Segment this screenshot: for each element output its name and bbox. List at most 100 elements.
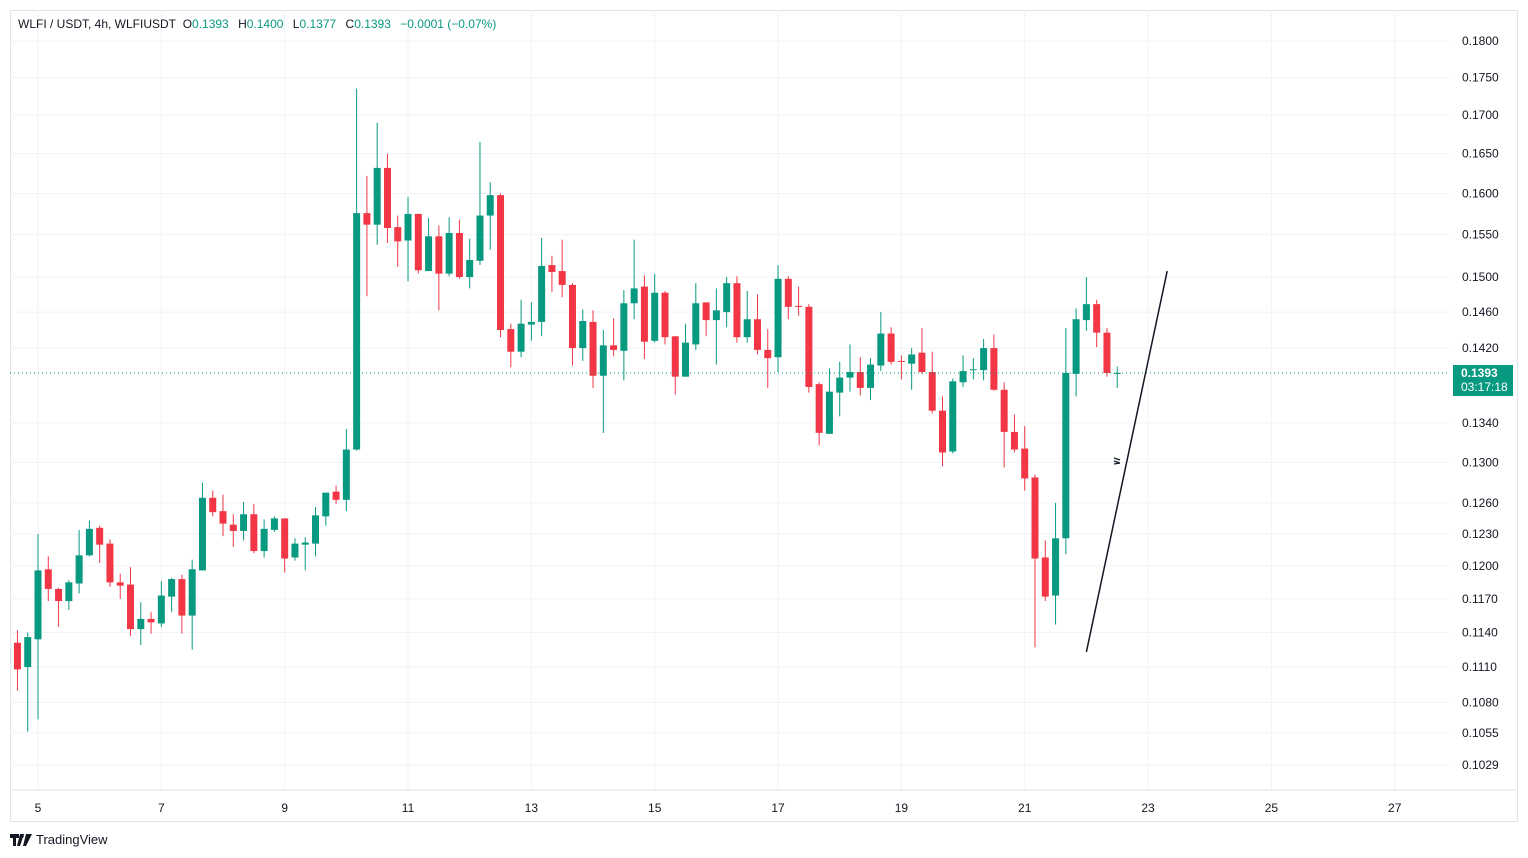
candle-down [414, 213, 422, 274]
low-label: L [292, 17, 300, 31]
candle-down [548, 255, 556, 292]
candle-body [445, 232, 453, 274]
candle-down [178, 574, 186, 634]
candle-up [538, 237, 546, 337]
date-tick-label: 19 [895, 801, 909, 815]
candle-body [671, 336, 679, 377]
price-tick-label: 0.1650 [1462, 147, 1499, 161]
candle-body [908, 354, 916, 364]
candle-body [568, 284, 576, 349]
candle-down [1021, 426, 1029, 491]
candle-up [301, 537, 309, 571]
trendline-drawing[interactable] [1085, 270, 1168, 653]
candle-down [1000, 382, 1008, 468]
brand-name: TradingView [36, 832, 108, 847]
candle-up [240, 501, 248, 541]
candle-body [127, 584, 135, 630]
time-axis: 5 7 9 11 13 15 17 19 21 23 25 27 [35, 801, 1402, 815]
candle-down [897, 355, 905, 380]
date-tick-label: 7 [158, 801, 165, 815]
candle-up [846, 344, 854, 392]
candle-body [1021, 448, 1029, 479]
price-tick-label: 0.1029 [1462, 758, 1499, 772]
candle-body [507, 329, 515, 352]
candle-body [764, 349, 772, 359]
candle-down [44, 556, 52, 602]
candle-up [75, 529, 83, 594]
tradingview-brand[interactable]: TradingView [10, 832, 108, 847]
candle-body [1062, 372, 1070, 539]
price-tick-label: 0.1600 [1462, 187, 1499, 201]
candle-up [291, 538, 299, 561]
candle-body [466, 259, 474, 278]
candle-body [733, 283, 741, 338]
candle-up [445, 217, 453, 277]
candle-down [640, 275, 648, 360]
candle-up [85, 520, 93, 557]
candle-body [640, 286, 648, 342]
candle-body [538, 265, 546, 322]
symbol-legend[interactable]: WLFI / USDT, 4h, WLFIUSDT O0.1393 H0.140… [18, 17, 502, 31]
candle-up [65, 580, 73, 610]
candle-body [332, 491, 340, 500]
candle-up [908, 348, 916, 390]
candle-body [702, 302, 710, 321]
candle-body [815, 384, 823, 433]
price-tick-label: 0.1750 [1462, 70, 1499, 84]
candle-down [281, 518, 289, 573]
candle-body [723, 283, 731, 313]
candle-up [723, 277, 731, 328]
symbol-title: WLFI / USDT, 4h, WLFIUSDT [18, 17, 177, 31]
bar-countdown: 03:17:18 [1461, 380, 1508, 394]
candle-body [116, 582, 124, 586]
candle-down [127, 567, 135, 636]
candle-body [229, 524, 237, 531]
low-value: 0.1377 [299, 17, 337, 31]
candle-body [270, 518, 278, 530]
candle-body [414, 213, 422, 271]
candle-body [599, 345, 607, 376]
candle-body [353, 213, 361, 450]
candle-body [301, 542, 309, 545]
candle-down [753, 294, 761, 355]
candle-down [938, 396, 946, 467]
candle-up [743, 290, 751, 343]
price-tick-label: 0.1550 [1462, 228, 1499, 242]
date-tick-label: 21 [1018, 801, 1032, 815]
candle-up [692, 283, 700, 350]
price-tick-label: 0.1230 [1462, 527, 1499, 541]
candle-body [65, 582, 73, 602]
open-label: O [182, 17, 193, 31]
candle-down [116, 573, 124, 599]
candle-down [1103, 328, 1111, 377]
candle-up [404, 196, 412, 282]
candle-body [610, 345, 618, 350]
candle-body [219, 511, 227, 524]
candle-body [712, 310, 720, 321]
candle-down [497, 193, 505, 338]
candle-up [1113, 366, 1121, 388]
date-tick-label: 9 [281, 801, 288, 815]
last-price-tag: 0.1393 03:17:18 [1453, 365, 1513, 396]
candle-body [589, 321, 597, 376]
candle-body [476, 215, 484, 261]
candle-body [887, 333, 895, 362]
candle-body [1082, 304, 1090, 321]
candle-body [877, 333, 885, 366]
candle-body [312, 515, 320, 544]
price-tick-label: 0.1500 [1462, 270, 1499, 284]
candle-body [250, 514, 258, 552]
candle-down [795, 286, 803, 316]
candle-body [692, 303, 700, 345]
candle-body [34, 570, 42, 640]
candle-down [661, 290, 669, 345]
candle-down [13, 630, 21, 691]
candle-up [651, 273, 659, 343]
candle-up [188, 559, 196, 650]
date-tick-label: 5 [35, 801, 42, 815]
price-tick-label: 0.1200 [1462, 559, 1499, 573]
candle-body [949, 381, 957, 452]
candle-up [527, 302, 535, 341]
candle-up [270, 516, 278, 532]
